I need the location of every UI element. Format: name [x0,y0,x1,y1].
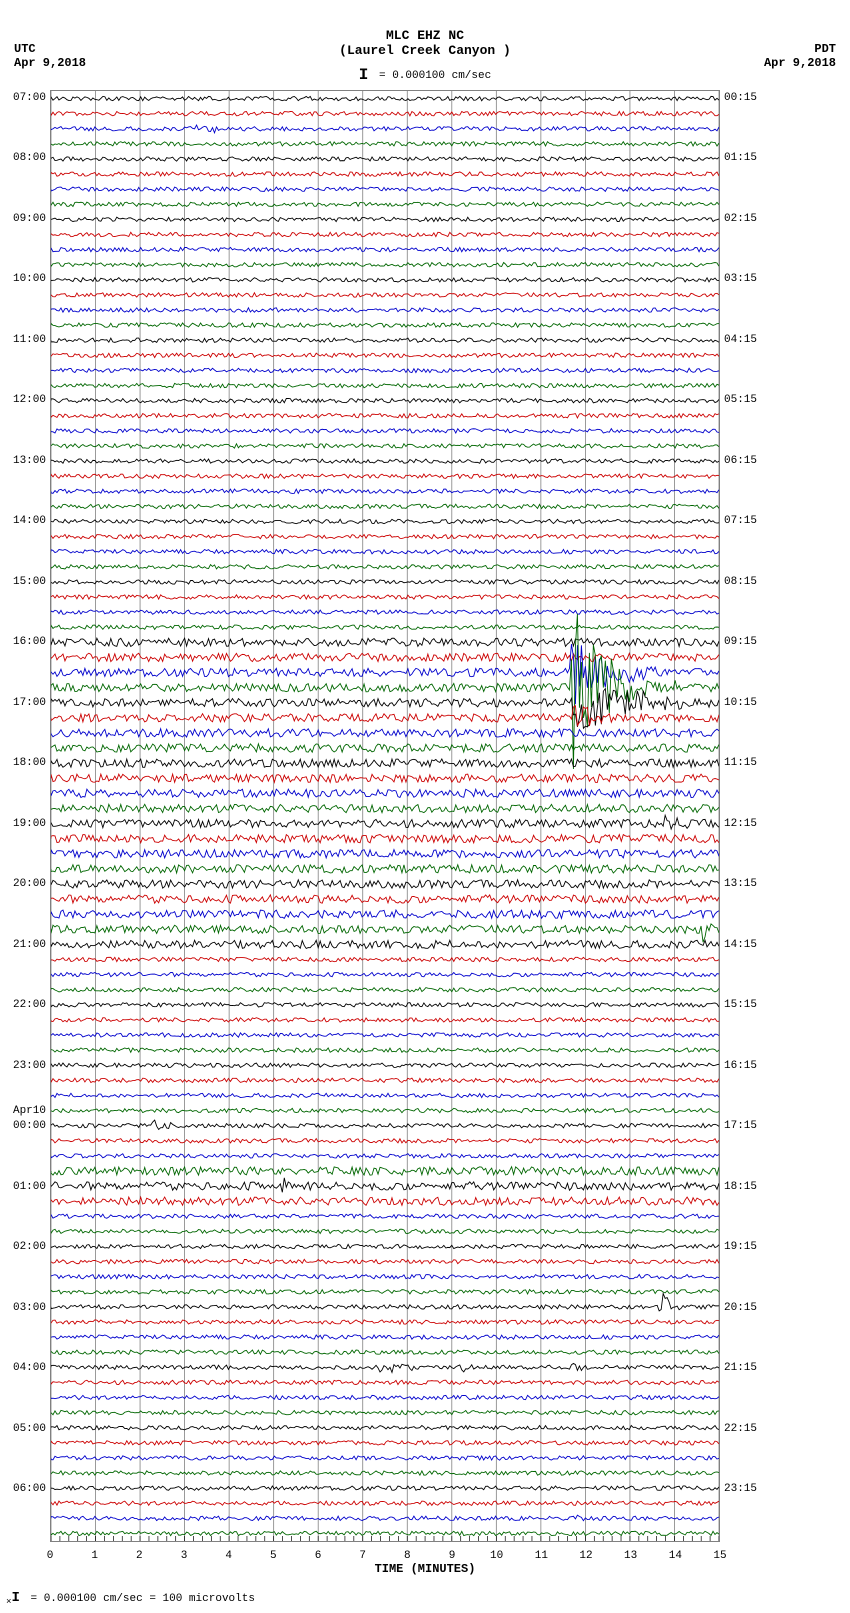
pdt-hour-label: 00:15 [724,92,757,104]
pdt-hour-label: 19:15 [724,1241,757,1253]
station-id: MLC EHZ NC [0,28,850,43]
tz-left-label: UTC [14,42,86,56]
scale-note: I = 0.000100 cm/sec [0,66,850,84]
pdt-hour-label: 20:15 [724,1302,757,1314]
utc-hour-label: 22:00 [13,999,46,1011]
x-tick: 15 [713,1550,726,1562]
utc-hour-label: 06:00 [13,1483,46,1495]
pdt-hour-label: 05:15 [724,394,757,406]
pdt-hour-label: 04:15 [724,334,757,346]
x-tick: 1 [91,1550,98,1562]
pdt-hour-label: 15:15 [724,999,757,1011]
pdt-hour-label: 02:15 [724,213,757,225]
utc-hour-label: 20:00 [13,878,46,890]
pdt-hour-label: 18:15 [724,1181,757,1193]
seismogram-svg [51,91,719,1541]
pdt-hour-label: 17:15 [724,1120,757,1132]
pdt-hour-label: 09:15 [724,636,757,648]
utc-hour-label: 07:00 [13,92,46,104]
footer-scale: ×I = 0.000100 cm/sec = 100 microvolts [6,1590,255,1607]
utc-hour-label: 02:00 [13,1241,46,1253]
utc-hour-label: 04:00 [13,1362,46,1374]
pdt-hour-label: 23:15 [724,1483,757,1495]
footer-suffix: 100 microvolts [163,1593,255,1605]
utc-hour-label: 00:00 [13,1120,46,1132]
pdt-hour-label: 14:15 [724,939,757,951]
chart-title: MLC EHZ NC (Laurel Creek Canyon ) [0,28,850,58]
x-tick: 0 [47,1550,54,1562]
pdt-hour-label: 16:15 [724,1060,757,1072]
station-location: (Laurel Creek Canyon ) [0,43,850,58]
scale-bar-icon: I [12,1590,20,1606]
utc-date-break: Apr10 [13,1105,46,1117]
x-tick: 14 [669,1550,682,1562]
utc-hour-label: 18:00 [13,757,46,769]
x-tick: 9 [449,1550,456,1562]
pdt-hour-label: 08:15 [724,576,757,588]
utc-hour-label: 19:00 [13,818,46,830]
x-axis-title: TIME (MINUTES) [0,1562,850,1576]
pdt-header: PDT Apr 9,2018 [764,42,836,70]
x-tick: 5 [270,1550,277,1562]
scale-text: = 0.000100 cm/sec [372,70,491,82]
pdt-hour-label: 13:15 [724,878,757,890]
utc-hour-label: 13:00 [13,455,46,467]
utc-hour-label: 05:00 [13,1423,46,1435]
x-tick: 12 [579,1550,592,1562]
pdt-hour-label: 03:15 [724,273,757,285]
seismogram-plot [50,90,720,1542]
utc-hour-label: 23:00 [13,1060,46,1072]
tz-left-date: Apr 9,2018 [14,56,86,70]
footer-prefix: = 0.000100 cm/sec = [24,1593,163,1605]
x-tick: 3 [181,1550,188,1562]
utc-hour-label: 09:00 [13,213,46,225]
utc-hour-label: 15:00 [13,576,46,588]
utc-header: UTC Apr 9,2018 [14,42,86,70]
utc-hour-label: 08:00 [13,152,46,164]
pdt-hour-label: 10:15 [724,697,757,709]
x-tick: 11 [535,1550,548,1562]
utc-hour-label: 21:00 [13,939,46,951]
pdt-hour-label: 01:15 [724,152,757,164]
pdt-hour-label: 21:15 [724,1362,757,1374]
tz-right-label: PDT [764,42,836,56]
utc-hour-label: 01:00 [13,1181,46,1193]
x-tick: 6 [315,1550,322,1562]
utc-hour-label: 10:00 [13,273,46,285]
pdt-axis-labels: 00:15 01:15 02:15 03:15 04:15 05:15 06:15 07:15… [722,90,832,1542]
pdt-hour-label: 12:15 [724,818,757,830]
utc-hour-label: 16:00 [13,636,46,648]
x-tick: 4 [225,1550,232,1562]
x-tick: 8 [404,1550,411,1562]
utc-hour-label: 11:00 [13,334,46,346]
tz-right-date: Apr 9,2018 [764,56,836,70]
pdt-hour-label: 07:15 [724,515,757,527]
scale-bar-icon: I [359,66,369,84]
x-tick: 2 [136,1550,143,1562]
pdt-hour-label: 22:15 [724,1423,757,1435]
utc-hour-label: 17:00 [13,697,46,709]
utc-hour-label: 03:00 [13,1302,46,1314]
utc-hour-label: 12:00 [13,394,46,406]
utc-axis-labels: 07:00 08:00 09:00 10:00 11:00 12:00 13:00 14:00… [0,90,48,1542]
utc-hour-label: 14:00 [13,515,46,527]
pdt-hour-label: 11:15 [724,757,757,769]
pdt-hour-label: 06:15 [724,455,757,467]
x-tick: 13 [624,1550,637,1562]
x-tick: 10 [490,1550,503,1562]
x-tick: 7 [359,1550,366,1562]
